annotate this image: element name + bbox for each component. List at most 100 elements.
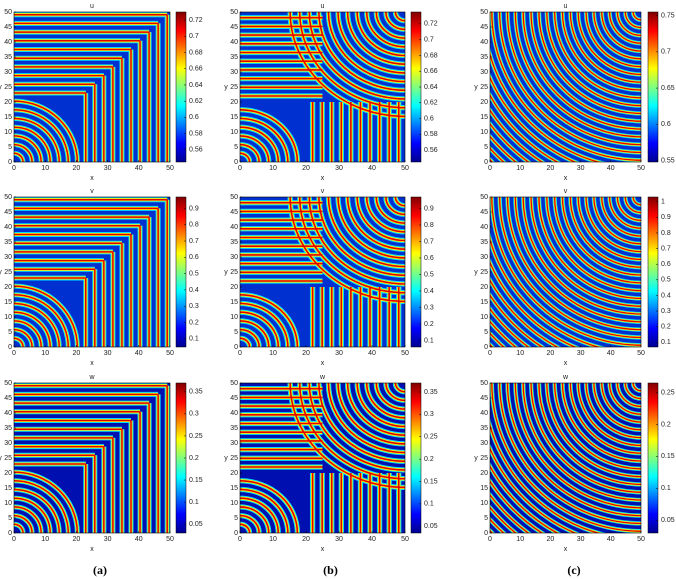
y-tick-label: 20: [480, 99, 488, 106]
y-tick-label: 30: [230, 440, 238, 447]
x-tick-label: 30: [335, 536, 343, 543]
x-tick-label: 50: [166, 350, 174, 357]
y-tick-label: 15: [480, 485, 488, 492]
colorbar-tick-label: 0.2: [189, 455, 199, 462]
colorbar-tick-label: 0.15: [661, 453, 675, 460]
y-tick-label: 20: [230, 99, 238, 106]
x-axis-label: x: [90, 360, 94, 367]
y-tick-label: 10: [4, 129, 12, 136]
colorbar-tick-label: 0.4: [661, 292, 671, 299]
y-axis-label: y: [474, 455, 478, 462]
y-tick-label: 25: [480, 84, 488, 91]
x-tick-label: 40: [368, 165, 376, 172]
panel-title: v: [321, 188, 325, 195]
colorbar-tick-label: 0.25: [661, 389, 675, 396]
x-tick-label: 0: [238, 165, 242, 172]
y-tick-label: 10: [4, 314, 12, 321]
y-tick-label: 20: [230, 470, 238, 477]
x-tick-label: 50: [401, 165, 409, 172]
y-tick-label: 5: [8, 144, 12, 151]
colorbar-tick-label: 0.1: [424, 337, 434, 344]
colorbar-tick-label: 0.05: [189, 521, 203, 528]
y-tick-label: 10: [480, 129, 488, 136]
colorbar-tick-label: 0.35: [189, 389, 203, 396]
y-tick-label: 5: [234, 144, 238, 151]
x-axis-label: x: [321, 175, 325, 182]
colorbar-tick-label: 0.7: [661, 245, 671, 252]
colorbar-tick-label: 0.1: [661, 485, 671, 492]
colorbar-tick-label: 0.2: [661, 324, 671, 331]
y-tick-label: 15: [480, 299, 488, 306]
x-tick-label: 30: [335, 165, 343, 172]
y-tick-label: 45: [480, 209, 488, 216]
colorbar-tick-label: 0.66: [189, 66, 203, 73]
y-tick-label: 35: [4, 425, 12, 432]
y-tick-label: 50: [230, 9, 238, 16]
colorbar-tick-label: 0.7: [189, 238, 199, 245]
y-axis-label: y: [224, 84, 228, 91]
y-tick-label: 50: [4, 194, 12, 201]
y-tick-label: 5: [484, 515, 488, 522]
y-tick-label: 35: [480, 425, 488, 432]
heatmap: [490, 197, 641, 347]
y-tick-label: 35: [480, 239, 488, 246]
colorbar-tick-label: 0.58: [189, 130, 203, 137]
x-tick-label: 50: [166, 536, 174, 543]
heatmap: [14, 197, 170, 347]
heatmap: [240, 12, 405, 162]
colorbar-tick-label: 0.1: [661, 339, 671, 346]
y-tick-label: 5: [484, 144, 488, 151]
colorbar-tick-label: 0.64: [424, 84, 438, 91]
y-axis-label: y: [0, 455, 2, 462]
colorbar-tick-label: 0.9: [661, 214, 671, 221]
colorbar-tick-label: 0.8: [189, 222, 199, 229]
y-tick-label: 35: [480, 54, 488, 61]
colorbar-tick-label: 0.65: [661, 85, 675, 92]
colorbar-tick-label: 0.1: [189, 499, 199, 506]
y-axis-label: y: [224, 269, 228, 276]
y-tick-label: 40: [230, 224, 238, 231]
y-tick-label: 10: [230, 129, 238, 136]
colorbar-tick-label: 0.05: [424, 523, 438, 530]
pattern-stripe: [14, 384, 168, 533]
x-tick-label: 30: [577, 350, 585, 357]
x-tick-label: 0: [488, 350, 492, 357]
x-tick-label: 20: [73, 536, 81, 543]
x-tick-label: 50: [637, 350, 645, 357]
y-tick-label: 25: [230, 84, 238, 91]
y-tick-label: 35: [230, 425, 238, 432]
colorbar-tick-label: 0.3: [661, 308, 671, 315]
colorbar-tick-label: 0.55: [661, 157, 675, 164]
panel-title: u: [321, 3, 325, 10]
heatmap: [490, 383, 641, 533]
colorbar-tick-label: 0.2: [424, 456, 434, 463]
x-tick-label: 20: [547, 536, 555, 543]
colorbar-tick-label: 0.5: [661, 277, 671, 284]
y-tick-label: 10: [480, 314, 488, 321]
panel-title: u: [90, 3, 94, 10]
colorbar: [647, 382, 659, 534]
y-tick-label: 0: [484, 530, 488, 537]
y-tick-label: 25: [480, 269, 488, 276]
x-tick-label: 50: [401, 536, 409, 543]
pattern-stripe: [240, 197, 405, 347]
pattern-stripe: [14, 198, 168, 347]
colorbar-tick-label: 0.72: [189, 17, 203, 24]
y-axis-label: y: [474, 84, 478, 91]
colorbar-tick-label: 0.75: [661, 12, 675, 19]
colorbar-tick-label: 0.2: [189, 319, 199, 326]
colorbar-tick-label: 0.35: [424, 389, 438, 396]
x-tick-label: 0: [238, 350, 242, 357]
y-tick-label: 40: [4, 224, 12, 231]
y-tick-label: 40: [480, 410, 488, 417]
y-tick-label: 30: [4, 254, 12, 261]
x-axis-label: x: [564, 360, 568, 367]
heatmap: [14, 12, 170, 162]
y-tick-label: 5: [234, 329, 238, 336]
y-tick-label: 20: [480, 284, 488, 291]
x-tick-label: 20: [302, 536, 310, 543]
x-axis-label: x: [321, 546, 325, 553]
x-tick-label: 10: [516, 350, 524, 357]
x-axis-label: x: [90, 546, 94, 553]
y-tick-label: 45: [480, 24, 488, 31]
